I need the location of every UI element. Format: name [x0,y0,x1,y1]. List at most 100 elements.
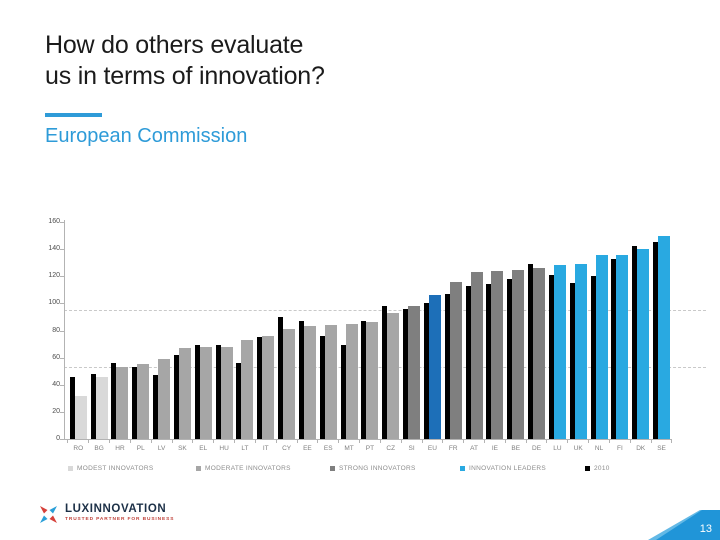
x-axis-label-DE: DE [532,445,542,452]
bar-LV-2010 [153,375,159,439]
x-axis-tick [254,440,256,443]
legend-swatch [196,466,201,471]
bar-FR-2010 [444,293,450,439]
x-axis-tick [296,440,298,443]
innovation-scoreboard-bar-chart: 0 20 40 60 80 100 120 140 160 RO BG HR PL LV SK EL HU LT I… [0,200,720,460]
x-axis-label-LU: LU [553,445,562,452]
x-axis-label-HR: HR [115,445,125,452]
x-axis-tick [338,440,340,443]
bar-CY-2010 [278,316,284,439]
bar-HR-2010 [111,363,117,439]
bar-BG-current [95,376,108,439]
x-axis-tick [421,440,423,443]
bar-ES-2010 [319,335,325,439]
x-axis-line [64,439,672,440]
bar-EE-current [303,326,316,439]
y-axis-label-100: 100 [48,299,60,307]
x-axis-tick [650,440,652,443]
x-axis-label-LT: LT [241,445,249,452]
bar-FR-current [449,281,462,439]
bar-LT-current [241,340,254,439]
x-axis-tick [213,440,215,443]
bar-IT-2010 [257,337,263,439]
x-axis-label-EL: EL [199,445,208,452]
y-axis-tick [60,222,64,224]
bar-UK-2010 [569,283,575,439]
bar-MT-2010 [340,345,346,439]
bar-LV-current [158,358,171,439]
bar-EE-2010 [298,321,304,439]
y-axis-tick [60,411,64,413]
bar-SE-2010 [653,242,659,439]
bar-NL-current [595,254,608,439]
bar-BE-current [512,269,525,439]
bar-PL-2010 [132,367,138,439]
bar-DE-current [533,268,546,439]
legend-swatch [460,466,465,471]
bar-LU-2010 [548,274,554,439]
legend-label: STRONG INNOVATORS [339,465,416,472]
bar-AT-2010 [465,285,471,439]
title-line-2: us in terms of innovation? [45,62,325,90]
bar-CZ-2010 [382,306,388,439]
bar-EU-current [428,295,441,439]
brand-tagline: TRUSTED PARTNER FOR BUSINESS [65,517,175,522]
y-axis-tick [60,276,64,278]
y-axis-tick [60,439,64,440]
bar-EU-2010 [423,303,429,439]
bar-NL-2010 [590,276,596,439]
x-axis-label-NL: NL [594,445,604,452]
legend-swatch [585,466,590,471]
x-axis-label-MT: MT [344,445,354,452]
bar-FI-2010 [611,258,617,439]
x-axis-tick [504,440,506,443]
title-line-1: How do others evaluate [45,31,304,59]
x-axis-label-SK: SK [178,445,187,452]
x-axis-tick [109,440,111,443]
luxinnovation-logo-icon [40,506,57,523]
y-axis-tick [60,249,64,251]
bar-CY-current [283,329,296,439]
bar-DK-2010 [632,246,638,439]
bar-PT-2010 [361,321,367,439]
x-axis-tick [525,440,527,443]
x-axis-label-SE: SE [657,445,666,452]
x-axis-tick [588,440,590,443]
chart-source-subtitle: European Commission [45,125,248,147]
bar-IE-current [491,270,504,439]
x-axis-label-PT: PT [365,445,375,452]
x-axis-tick [567,440,569,443]
x-axis-label-RO: RO [73,445,84,452]
bar-IE-2010 [486,284,492,439]
x-axis-tick [234,440,236,443]
x-axis-label-CY: CY [282,445,292,452]
y-axis-tick [60,384,64,386]
y-axis-line [64,220,65,440]
x-axis-tick [400,440,402,443]
x-axis-label-CZ: CZ [386,445,396,452]
page-number: 13 [699,523,712,535]
bar-UK-current [574,264,587,439]
y-axis-label-140: 140 [48,245,60,253]
bar-LU-current [553,265,566,439]
legend-label: INNOVATION LEADERS [469,465,547,472]
bar-BE-2010 [507,278,513,439]
corner-decoration [648,510,720,540]
x-axis-tick [608,440,610,443]
legend-swatch [68,466,73,471]
x-axis-label-IT: IT [262,445,269,452]
y-axis-label-120: 120 [48,272,60,280]
bar-ES-current [324,325,337,439]
bar-RO-2010 [69,376,75,439]
x-axis-label-UK: UK [573,445,583,452]
bar-PT-current [366,322,379,439]
x-axis-tick [317,440,319,443]
x-axis-tick [129,440,131,443]
x-axis-label-PL: PL [136,445,145,452]
y-axis-label-40: 40 [52,380,60,388]
y-axis-tick [60,303,64,305]
bar-FI-current [616,254,629,439]
bar-BG-2010 [90,373,96,439]
x-axis-label-IE: IE [491,445,498,452]
